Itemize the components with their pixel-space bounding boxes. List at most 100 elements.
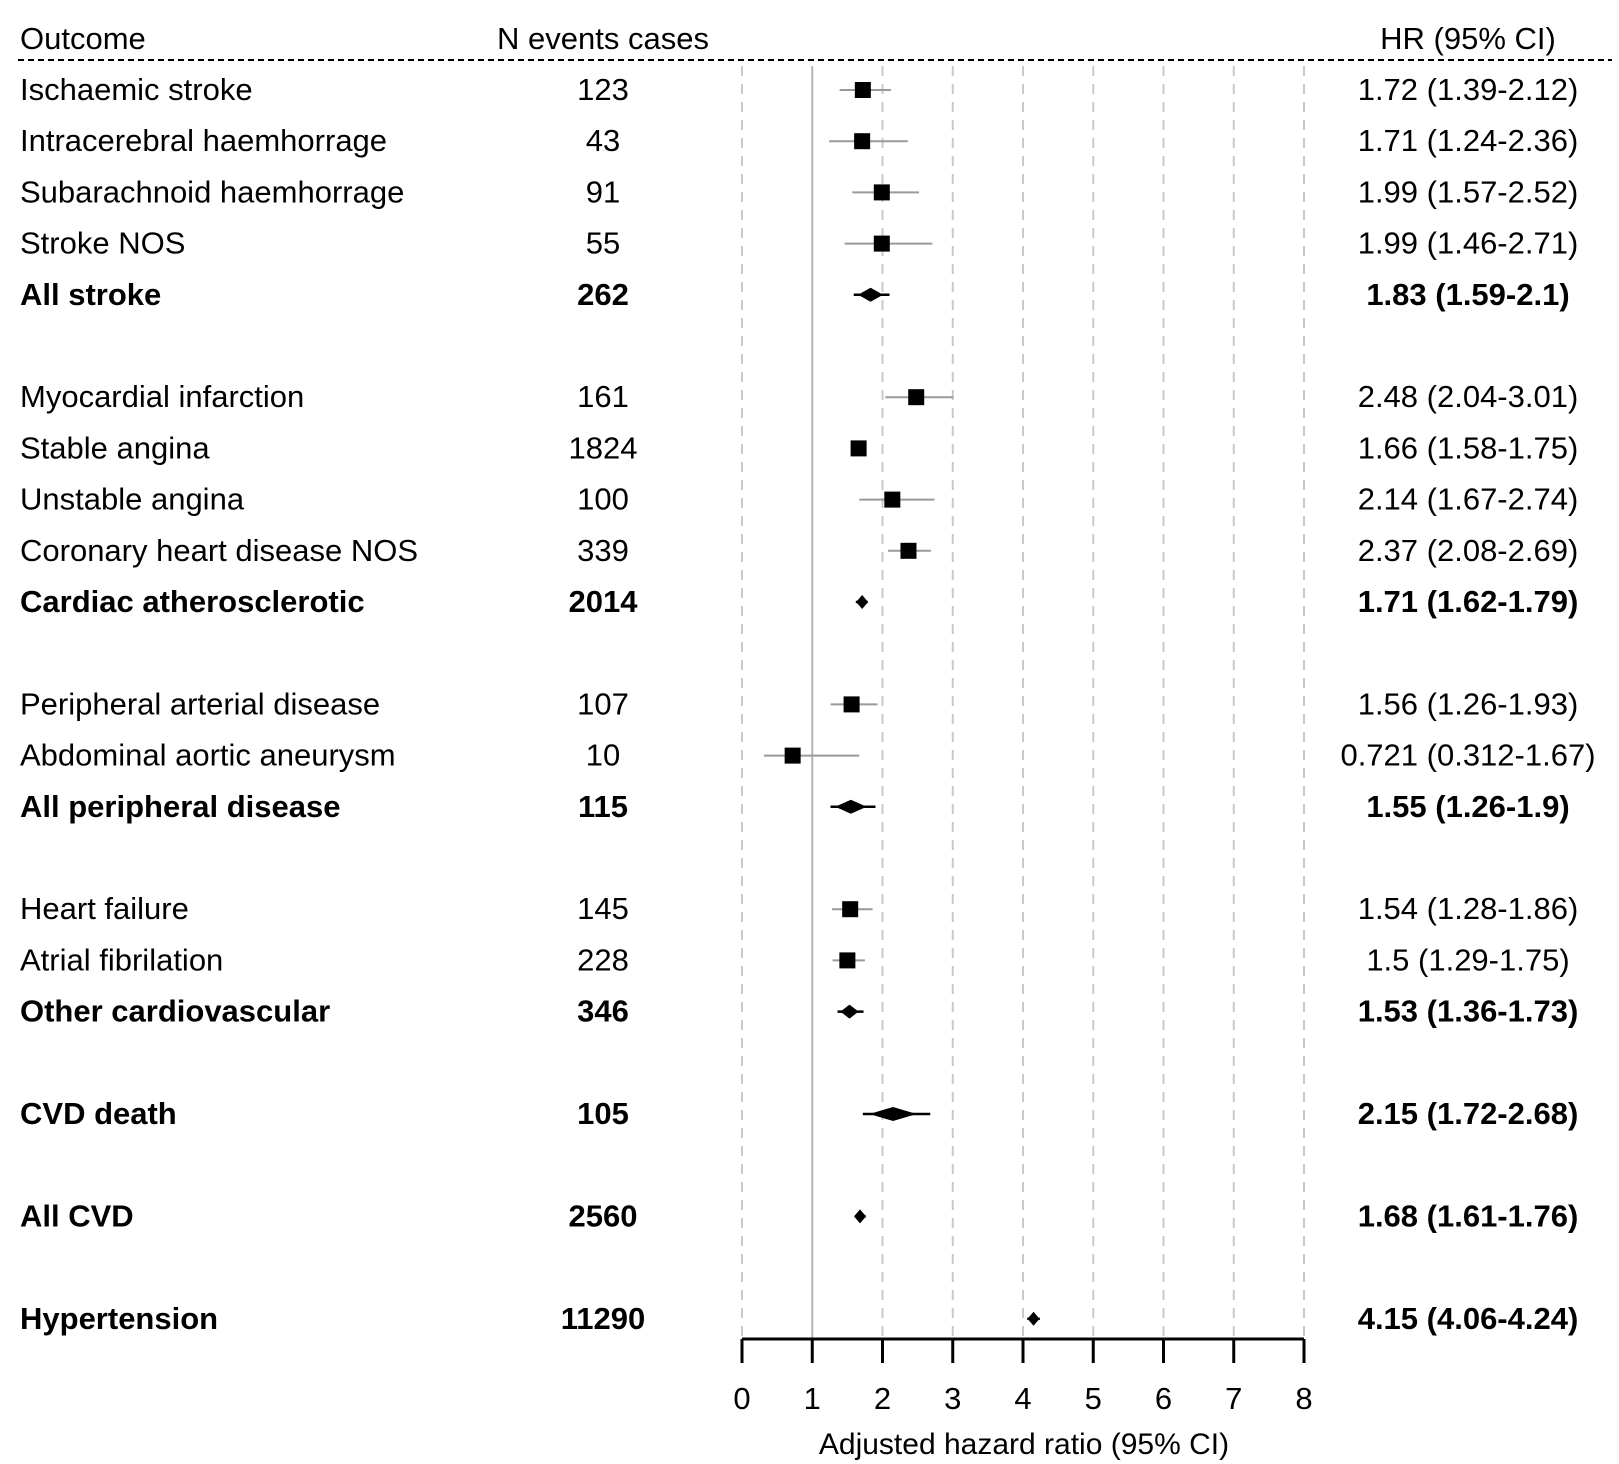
- summary-diamond: [1027, 1311, 1040, 1326]
- grid-lines: [741, 66, 1305, 1340]
- hr-value: 2.14 (1.67-2.74): [1358, 482, 1579, 517]
- summary-diamond: [835, 799, 867, 814]
- n-events-value: 11290: [561, 1301, 646, 1336]
- x-tick-label: 5: [1085, 1381, 1102, 1416]
- point-estimate: [908, 389, 925, 406]
- hr-value: 1.99 (1.46-2.71): [1358, 226, 1579, 261]
- hr-value: 1.5 (1.29-1.75): [1366, 942, 1569, 977]
- summary-diamond: [858, 287, 884, 302]
- point-estimate: [843, 696, 860, 713]
- outcome-label: Hypertension: [20, 1301, 218, 1336]
- summary-row: All peripheral disease 115 1.55 (1.26-1.9): [20, 789, 1570, 824]
- x-tick-label: 7: [1225, 1381, 1242, 1416]
- hr-value: 1.53 (1.36-1.73): [1358, 994, 1579, 1029]
- x-tick-label: 3: [944, 1381, 961, 1416]
- outcome-label: Other cardiovascular: [20, 994, 330, 1029]
- hr-value: 4.15 (4.06-4.24): [1358, 1301, 1579, 1336]
- n-events-value: 228: [577, 942, 629, 977]
- summary-diamond: [854, 1209, 867, 1224]
- table-row: Ischaemic stroke 123 1.72 (1.39-2.12): [20, 72, 1578, 107]
- header-hr: HR (95% CI): [1380, 21, 1556, 56]
- table-row: Coronary heart disease NOS 339 2.37 (2.08-…: [20, 533, 1578, 568]
- n-events-value: 107: [577, 686, 629, 721]
- hr-value: 2.15 (1.72-2.68): [1358, 1096, 1579, 1131]
- point-estimate: [873, 235, 890, 252]
- table-row: Subarachnoid haemhorrage 91 1.99 (1.57-2.5…: [20, 174, 1578, 209]
- n-events-value: 91: [586, 174, 620, 209]
- outcome-label: Intracerebral haemhorrage: [20, 123, 387, 158]
- hr-value: 1.66 (1.58-1.75): [1358, 430, 1579, 465]
- point-estimate: [854, 133, 871, 150]
- table-row: Stroke NOS 55 1.99 (1.46-2.71): [20, 226, 1578, 261]
- table-row: Peripheral arterial disease 107 1.56 (1.26…: [20, 686, 1578, 721]
- summary-row: Other cardiovascular 346 1.53 (1.36-1.73): [20, 994, 1578, 1029]
- hr-value: 2.48 (2.04-3.01): [1358, 379, 1579, 414]
- outcome-label: CVD death: [20, 1096, 177, 1131]
- summary-row: All CVD 2560 1.68 (1.61-1.76): [20, 1198, 1578, 1233]
- hr-value: 1.99 (1.57-2.52): [1358, 174, 1579, 209]
- hr-value: 1.72 (1.39-2.12): [1358, 72, 1579, 107]
- x-tick-label: 8: [1295, 1381, 1312, 1416]
- n-events-value: 161: [577, 379, 629, 414]
- table-row: Intracerebral haemhorrage 43 1.71 (1.24-2.…: [20, 123, 1578, 158]
- outcome-label: Unstable angina: [20, 482, 245, 517]
- outcome-label: Subarachnoid haemhorrage: [20, 174, 404, 209]
- outcome-label: All stroke: [20, 277, 161, 312]
- n-events-value: 145: [577, 891, 629, 926]
- hr-value: 1.56 (1.26-1.93): [1358, 686, 1579, 721]
- header-outcome: Outcome: [20, 21, 146, 56]
- point-estimate: [873, 184, 890, 201]
- outcome-label: Atrial fibrilation: [20, 942, 223, 977]
- outcome-label: Abdominal aortic aneurysm: [20, 738, 396, 773]
- point-estimate: [884, 491, 901, 508]
- summary-diamond: [856, 595, 869, 609]
- n-events-value: 105: [577, 1096, 629, 1131]
- table-header: Outcome N events cases HR (95% CI): [18, 21, 1612, 61]
- hr-value: 1.68 (1.61-1.76): [1358, 1198, 1579, 1233]
- table-row: Heart failure 145 1.54 (1.28-1.86): [20, 891, 1578, 926]
- point-estimate: [842, 901, 859, 918]
- outcome-label: Peripheral arterial disease: [20, 686, 380, 721]
- outcome-label: Coronary heart disease NOS: [20, 533, 418, 568]
- x-tick-label: 6: [1155, 1381, 1172, 1416]
- n-events-value: 339: [577, 533, 629, 568]
- table-row: Unstable angina 100 2.14 (1.67-2.74): [20, 482, 1578, 517]
- outcome-label: Stable angina: [20, 430, 210, 465]
- outcome-label: Stroke NOS: [20, 226, 185, 261]
- n-events-value: 2560: [569, 1198, 638, 1233]
- n-events-value: 346: [577, 994, 629, 1029]
- n-events-value: 115: [578, 789, 628, 824]
- outcome-label: Myocardial infarction: [20, 379, 304, 414]
- table-row: Abdominal aortic aneurysm 10 0.721 (0.312-…: [20, 738, 1596, 773]
- hr-value: 1.83 (1.59-2.1): [1366, 277, 1569, 312]
- summary-diamond: [840, 1004, 859, 1019]
- point-estimate: [854, 82, 871, 98]
- n-events-value: 100: [577, 482, 629, 517]
- n-events-value: 123: [577, 72, 629, 107]
- x-axis-title: Adjusted hazard ratio (95% CI): [819, 1428, 1229, 1461]
- table-rows: Ischaemic stroke 123 1.72 (1.39-2.12) Intra…: [20, 72, 1596, 1336]
- outcome-label: Ischaemic stroke: [20, 72, 253, 107]
- outcome-label: Cardiac atherosclerotic: [20, 584, 365, 619]
- n-events-value: 43: [586, 123, 620, 158]
- header-n-events: N events cases: [497, 21, 709, 56]
- n-events-value: 10: [586, 738, 620, 773]
- n-events-value: 2014: [569, 584, 639, 619]
- x-axis: Adjusted hazard ratio (95% CI) 0 1 2 3 4 5 6 7 8: [733, 1337, 1313, 1461]
- summary-diamond: [869, 1107, 917, 1121]
- hr-value: 1.54 (1.28-1.86): [1358, 891, 1579, 926]
- point-estimate: [839, 952, 856, 969]
- x-tick-label: 1: [804, 1381, 821, 1416]
- outcome-label: Heart failure: [20, 891, 189, 926]
- n-events-value: 262: [577, 277, 629, 312]
- summary-row: CVD death 105 2.15 (1.72-2.68): [20, 1096, 1578, 1131]
- table-row: Myocardial infarction 161 2.48 (2.04-3.01): [20, 379, 1578, 414]
- summary-row: All stroke 262 1.83 (1.59-2.1): [20, 277, 1570, 312]
- hr-value: 0.721 (0.312-1.67): [1340, 738, 1595, 773]
- hr-value: 2.37 (2.08-2.69): [1358, 533, 1579, 568]
- outcome-label: All peripheral disease: [20, 789, 340, 824]
- n-events-value: 1824: [569, 430, 638, 465]
- hr-value: 1.71 (1.24-2.36): [1358, 123, 1579, 158]
- summary-row: Cardiac atherosclerotic 2014 1.71 (1.62-1.…: [20, 584, 1578, 619]
